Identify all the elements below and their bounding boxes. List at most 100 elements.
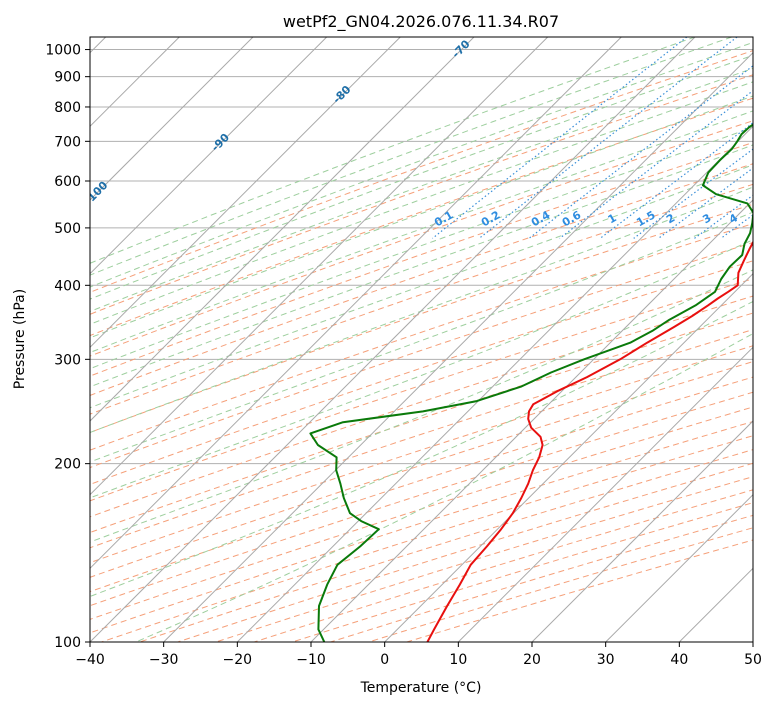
x-tick-label: −10 (296, 652, 326, 668)
moist-adiabat-line (90, 300, 753, 597)
y-tick-label: 500 (54, 221, 81, 237)
background-lines (90, 37, 775, 642)
x-tick-label: 30 (597, 652, 615, 668)
isotherm-line (90, 37, 401, 349)
y-tick-label: 1000 (45, 43, 81, 59)
x-tick-label: −40 (75, 652, 105, 668)
isotherm-line (605, 493, 753, 642)
x-axis-title: Temperature (°C) (360, 680, 482, 696)
isotherm-line (90, 37, 622, 570)
dry-adiabat-line (90, 260, 753, 485)
moist-adiabat-line (90, 54, 753, 300)
y-axis: 1000 900 800 700 600 500 400 300 200 100 (45, 43, 90, 651)
dry-adiabat-line (90, 278, 753, 502)
x-tick-label: −20 (223, 652, 253, 668)
dry-adiabat-line (90, 97, 753, 337)
isotherm-line (752, 641, 753, 642)
dry-adiabat-line (90, 329, 753, 549)
dry-adiabat-line (101, 435, 753, 642)
chart-title: wetPf2_GN04.2026.076.11.34.R07 (283, 12, 559, 32)
dry-adiabat-line (90, 345, 753, 564)
mixing-ratio-label: 0.1 (432, 208, 455, 229)
dry-adiabat-line (90, 295, 753, 518)
dry-adiabat-line (90, 376, 753, 593)
x-tick-label: 50 (744, 652, 762, 668)
dry-adiabat-line (90, 50, 753, 293)
dry-adiabat-line (90, 74, 753, 315)
mixing-ratio-label: 2 (664, 211, 677, 226)
x-tick-label: −30 (149, 652, 179, 668)
dry-adiabat-line (330, 514, 753, 642)
temperature-line (426, 240, 753, 642)
x-tick-label: 20 (523, 652, 541, 668)
moist-adiabat-line (90, 269, 753, 543)
y-tick-label: 400 (54, 278, 81, 294)
mixing-ratio-line (658, 167, 753, 239)
isotherm-line (90, 37, 475, 422)
mixing-ratio-label: 0.4 (529, 208, 553, 229)
moist-adiabat-line (90, 81, 753, 325)
plot-frame (89, 36, 754, 643)
dry-adiabat-line (90, 312, 753, 534)
moist-adiabat-line (90, 41, 753, 288)
moist-adiabat-line (90, 67, 753, 313)
y-tick-label: 200 (54, 457, 81, 473)
dry-adiabat-line (90, 223, 753, 451)
moist-adiabat-line (90, 37, 696, 264)
isotherm-label: -90 (209, 131, 232, 154)
isotherm-label: -100 (82, 179, 111, 208)
dry-adiabat-line (90, 163, 753, 396)
mixing-ratio-line (559, 89, 753, 239)
dry-adiabat-line (90, 361, 753, 578)
isotherm-line (384, 272, 753, 642)
isotherm-line (90, 37, 328, 275)
dry-adiabat-line (90, 203, 753, 433)
y-tick-label: 300 (54, 352, 81, 368)
isotherm-line (678, 567, 753, 642)
isotherm-line (90, 37, 254, 201)
mixing-ratio-label: 1 (606, 211, 619, 226)
isotherm-line (90, 37, 549, 496)
mixing-ratio-label: 3 (700, 211, 713, 226)
mixing-ratio-line (478, 37, 738, 239)
mixing-ratio-line (694, 194, 753, 239)
isotherm-line (163, 51, 753, 642)
moist-adiabat-line (90, 37, 732, 276)
moist-adiabat-line (90, 144, 753, 388)
isotherm-line (457, 346, 753, 642)
isotherm-label: -60 (566, 0, 589, 18)
x-tick-label: 0 (380, 652, 389, 668)
mixing-ratio-line (432, 37, 688, 239)
isotherm-line (90, 37, 696, 642)
moist-adiabat-line (90, 186, 753, 434)
mixing-ratio-label: 6 (766, 211, 775, 226)
dry-adiabat-line (90, 391, 753, 607)
moist-adiabat-line (90, 164, 753, 409)
dry-adiabat-line (90, 120, 753, 357)
y-tick-label: 700 (54, 134, 81, 150)
isotherm-line (236, 125, 753, 642)
dry-adiabat-line (90, 142, 753, 377)
y-tick-label: 100 (54, 635, 81, 651)
moist-adiabat-line (90, 110, 753, 354)
y-axis-title: Pressure (hPa) (12, 289, 28, 389)
dewpoint-line (309, 123, 753, 642)
moist-adiabat-line (90, 126, 753, 370)
y-tick-label: 900 (54, 70, 81, 86)
mixing-ratio-line (720, 214, 753, 239)
dry-adiabat-line (90, 241, 753, 469)
isotherm-label: -70 (449, 37, 472, 60)
mixing-ratio-label: 1.5 (634, 208, 657, 229)
reference-labels: -100-90-80-70-60-50-40-30-20-100.10.20.4… (82, 0, 775, 229)
profile-lines (309, 123, 753, 642)
mixing-ratio-line (599, 122, 753, 239)
mixing-ratio-line (760, 37, 775, 238)
isotherm-line (531, 420, 753, 642)
isotherm-line (310, 199, 753, 642)
y-tick-label: 600 (54, 174, 81, 190)
dry-adiabat-line (90, 183, 753, 415)
y-tick-label: 800 (54, 100, 81, 116)
moist-adiabat-line (90, 239, 753, 499)
dry-adiabat-line (292, 502, 753, 642)
